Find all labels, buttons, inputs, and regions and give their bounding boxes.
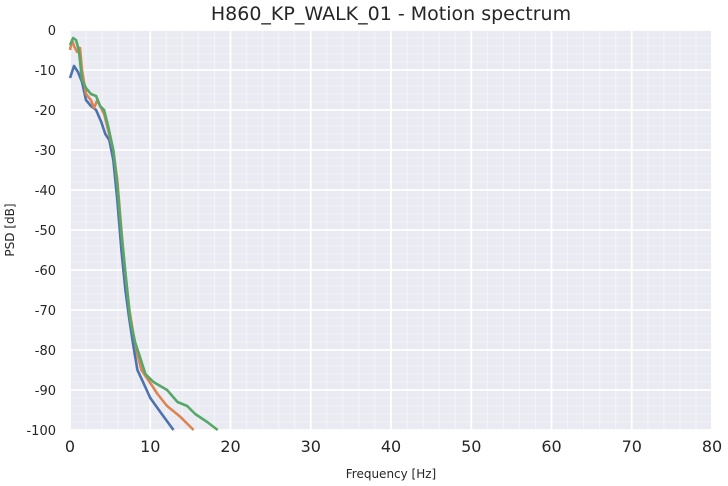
y-tick-label: -20 (35, 104, 56, 119)
x-tick-label: 0 (65, 437, 75, 456)
x-tick-labels: 0 10 20 30 40 50 60 70 80 (65, 437, 722, 456)
x-tick-label: 50 (461, 437, 481, 456)
y-tick-label: -60 (35, 264, 56, 279)
chart-title: H860_KP_WALK_01 - Motion spectrum (211, 3, 571, 25)
x-tick-label: 80 (702, 437, 722, 456)
y-tick-label: -50 (35, 224, 56, 239)
x-tick-label: 10 (140, 437, 160, 456)
x-tick-label: 40 (381, 437, 401, 456)
line-series-3 (68, 36, 219, 432)
x-tick-label: 70 (622, 437, 642, 456)
y-tick-label: -80 (35, 344, 56, 359)
y-tick-label: -70 (35, 304, 56, 319)
y-tick-label: -40 (35, 184, 56, 199)
x-axis-label: Frequency [Hz] (346, 467, 437, 481)
y-tick-label: 0 (48, 24, 56, 39)
y-tick-label: -10 (35, 64, 56, 79)
y-axis-label: PSD [dB] (3, 203, 17, 256)
y-tick-label: -30 (35, 144, 56, 159)
x-tick-label: 20 (220, 437, 240, 456)
x-tick-label: 60 (541, 437, 561, 456)
y-tick-label: -100 (26, 424, 56, 439)
x-tick-label: 30 (301, 437, 321, 456)
grid (69, 29, 713, 431)
series-lines (68, 36, 219, 432)
y-tick-labels: 0 -10 -20 -30 -40 -50 -60 -70 -80 -90 -100 (26, 24, 56, 439)
y-tick-label: -90 (35, 384, 56, 399)
